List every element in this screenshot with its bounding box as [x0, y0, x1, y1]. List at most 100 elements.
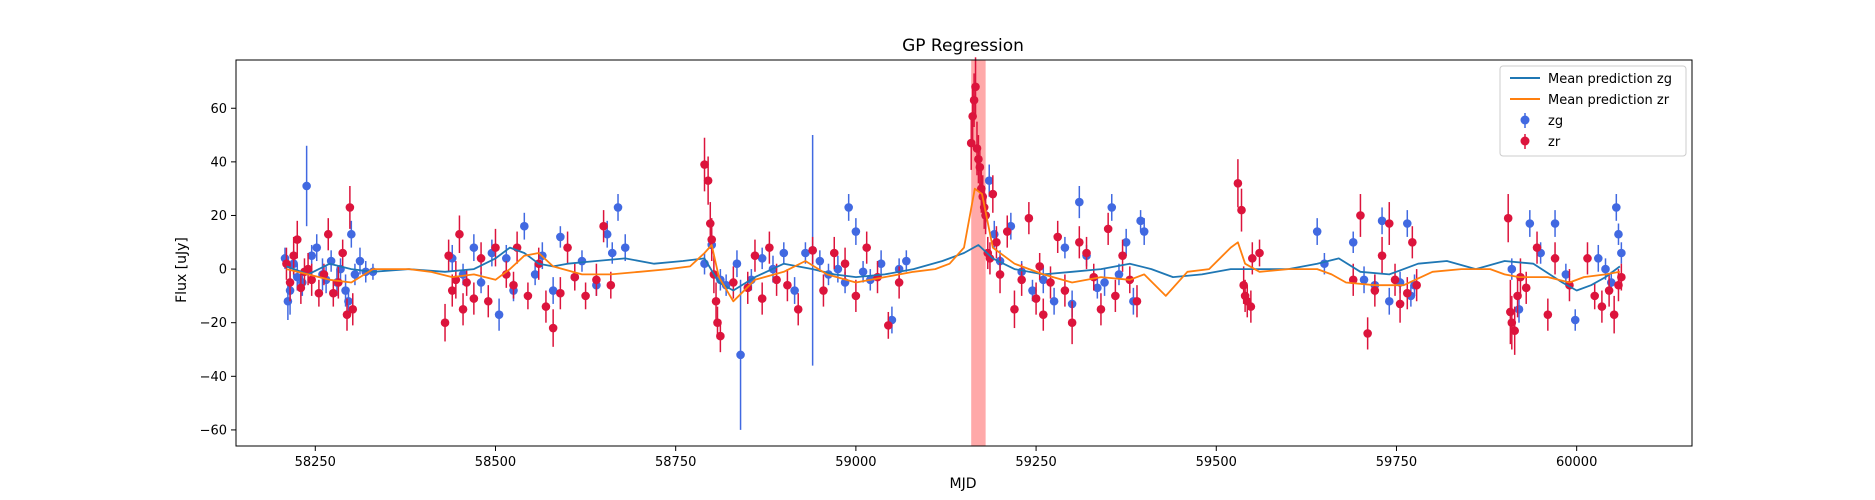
data-point-zg — [620, 243, 630, 252]
data-point-zg — [815, 256, 825, 266]
x-tick-label: 59250 — [1015, 455, 1056, 470]
data-point-zr — [772, 275, 781, 285]
data-point-zg — [312, 243, 322, 252]
data-point-zg — [602, 229, 612, 239]
data-point-zr — [342, 310, 352, 319]
data-point-zr — [469, 294, 479, 303]
data-point-zr — [1075, 237, 1084, 247]
y-tick-label: 40 — [210, 155, 227, 170]
data-point-zr — [1031, 294, 1041, 303]
x-axis-label: MJD — [950, 476, 977, 492]
legend-label-zg-line: Mean prediction zg — [1548, 72, 1672, 87]
data-point-zr — [523, 291, 533, 301]
data-point-zr — [292, 235, 302, 244]
data-point-zg — [844, 203, 853, 212]
data-point-zr — [829, 248, 839, 258]
data-point-zr — [334, 278, 343, 287]
data-point-zr — [323, 229, 333, 239]
data-point-zg — [1593, 254, 1603, 263]
data-point-zr — [1597, 302, 1607, 311]
data-point-zr — [1233, 179, 1243, 188]
data-point-zr — [995, 270, 1005, 279]
data-point-zg — [1617, 248, 1626, 258]
data-point-zr — [1096, 304, 1106, 314]
data-point-zg — [1384, 296, 1394, 306]
data-point-zr — [581, 291, 590, 301]
data-point-zg — [1525, 219, 1535, 228]
data-point-zr — [1111, 291, 1120, 301]
data-point-zg — [1514, 304, 1524, 314]
data-point-zr — [1363, 329, 1372, 338]
data-point-zr — [862, 243, 871, 252]
x-tick-label: 60000 — [1556, 455, 1597, 470]
data-point-zr — [491, 243, 500, 252]
data-point-zg — [476, 278, 486, 287]
data-point-zr — [1370, 286, 1380, 295]
data-point-zg — [1114, 270, 1124, 279]
data-point-zg — [494, 310, 504, 319]
data-point-zr — [1248, 254, 1257, 263]
data-point-zr — [700, 160, 709, 169]
data-point-zr — [1521, 283, 1531, 293]
data-point-zr — [969, 95, 979, 105]
data-point-zg — [1359, 275, 1369, 285]
data-point-zg — [355, 256, 365, 266]
y-tick-label: 0 — [219, 263, 227, 278]
data-point-zg — [556, 232, 565, 242]
data-point-zr — [483, 296, 493, 306]
legend-swatch-zg-points — [1520, 113, 1530, 128]
data-point-zr — [1103, 224, 1113, 234]
data-point-zr — [974, 154, 983, 164]
data-point-zg — [876, 259, 886, 269]
data-point-zr — [462, 278, 471, 287]
legend-label-zg-points: zg — [1548, 114, 1563, 129]
data-point-zg — [858, 267, 868, 277]
data-point-zr — [1035, 262, 1044, 271]
data-point-zg — [613, 203, 623, 212]
data-point-zg — [779, 248, 789, 258]
data-point-zr — [757, 294, 767, 303]
data-point-zg — [1121, 237, 1131, 247]
y-tick-label: −60 — [200, 423, 227, 438]
data-point-zr — [894, 278, 904, 287]
data-point-zg — [736, 350, 745, 360]
data-point-zr — [1348, 275, 1358, 285]
data-point-zr — [1237, 205, 1246, 215]
data-point-zg — [851, 227, 861, 236]
data-point-zr — [988, 189, 998, 199]
data-point-zg — [1060, 243, 1070, 252]
data-point-zr — [1017, 275, 1026, 285]
data-point-zr — [509, 280, 518, 290]
data-point-zg — [801, 248, 810, 258]
data-point-zr — [1118, 251, 1127, 260]
data-point-zr — [319, 270, 329, 279]
data-point-zg — [1507, 264, 1517, 274]
data-point-zr — [1024, 213, 1034, 223]
data-point-zr — [455, 229, 464, 239]
data-point-zr — [314, 288, 324, 298]
data-point-zg — [833, 264, 843, 274]
x-tick-label: 58500 — [475, 455, 516, 470]
data-point-zg — [1601, 264, 1610, 274]
data-point-zg — [984, 176, 994, 185]
data-point-zg — [302, 181, 311, 191]
data-point-zr — [1053, 232, 1063, 242]
data-point-zr — [1510, 326, 1519, 336]
data-point-zr — [307, 275, 316, 285]
chart-title: GP Regression — [902, 36, 1024, 56]
data-point-zg — [469, 243, 479, 252]
data-point-zr — [1604, 286, 1614, 295]
data-point-zr — [606, 280, 616, 290]
data-point-zr — [819, 286, 828, 295]
prediction-lines-layer — [286, 187, 1621, 303]
data-point-zr — [592, 275, 601, 285]
data-point-zr — [440, 318, 450, 327]
data-point-zr — [282, 259, 291, 269]
data-point-zg — [1139, 227, 1149, 236]
data-point-zr — [345, 203, 355, 212]
x-tick-label: 58750 — [655, 455, 696, 470]
data-point-zr — [884, 321, 893, 330]
data-point-zr — [1255, 248, 1264, 258]
data-point-zg — [1402, 219, 1412, 228]
legend-box — [1499, 65, 1687, 157]
